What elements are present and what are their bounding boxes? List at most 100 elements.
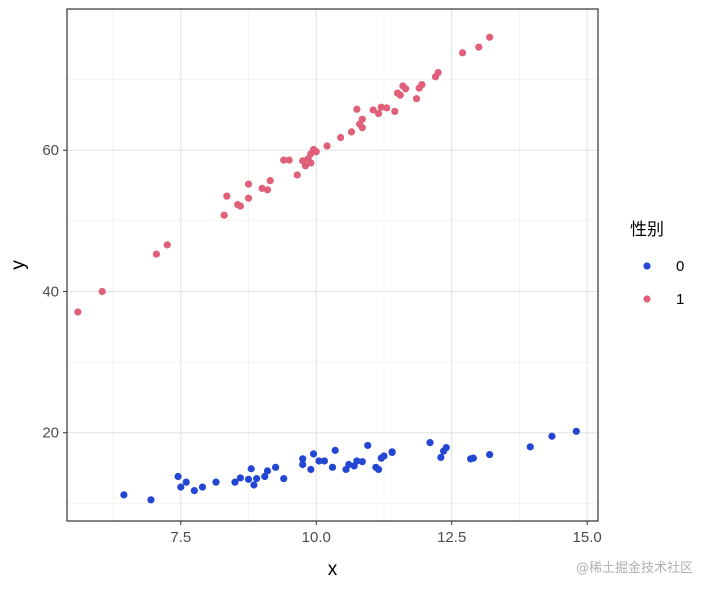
data-points (74, 33, 580, 504)
data-point-group-0 (299, 455, 307, 463)
legend-key-0 (643, 262, 651, 270)
data-point-group-0 (548, 432, 556, 440)
data-point-group-0 (247, 465, 255, 473)
x-axis-title: x (328, 559, 338, 580)
data-point-group-0 (380, 452, 388, 460)
data-point-group-1 (486, 33, 494, 41)
data-point-group-1 (285, 156, 293, 164)
data-point-group-0 (212, 478, 220, 486)
axis-ticks: 7.5 10.0 12.5 15.0 20 40 60 (42, 142, 601, 546)
data-point-group-0 (426, 439, 434, 447)
data-point-group-1 (220, 211, 228, 219)
data-point-group-1 (258, 184, 266, 192)
data-point-group-0 (309, 450, 318, 458)
y-tick-label: 40 (42, 283, 59, 300)
data-point-group-1 (358, 124, 366, 132)
data-point-group-1 (353, 105, 361, 113)
data-point-group-1 (377, 103, 385, 111)
data-point-group-1 (244, 180, 253, 188)
legend-title: 性别 (630, 220, 664, 240)
legend-entries: 01 (643, 258, 684, 308)
data-point-group-0 (177, 483, 185, 491)
data-point-group-0 (442, 443, 450, 452)
data-point-group-0 (307, 465, 315, 474)
data-point-group-0 (320, 457, 328, 465)
data-point-group-1 (347, 128, 356, 136)
data-point-group-0 (190, 487, 198, 495)
data-point-group-1 (312, 148, 320, 156)
legend-label-0: 0 (676, 258, 684, 275)
data-point-group-0 (374, 465, 383, 474)
data-point-group-0 (236, 474, 244, 482)
watermark: @稀土掘金技术社区 (575, 561, 693, 576)
data-point-group-1 (396, 91, 404, 99)
y-tick-label: 20 (42, 425, 59, 442)
data-point-group-1 (369, 106, 377, 114)
data-point-group-0 (345, 460, 353, 469)
data-point-group-0 (280, 475, 288, 483)
x-tick-label: 10.0 (302, 529, 331, 546)
data-point-group-1 (244, 194, 253, 202)
data-point-group-1 (98, 287, 106, 296)
data-point-group-0 (120, 491, 128, 499)
x-tick-label: 7.5 (170, 529, 191, 546)
data-point-group-0 (261, 472, 269, 481)
data-point-group-0 (174, 472, 182, 481)
data-point-group-1 (74, 308, 82, 316)
data-point-group-0 (147, 496, 155, 504)
data-point-group-1 (280, 156, 288, 164)
data-point-group-0 (364, 441, 372, 450)
data-point-group-1 (236, 202, 244, 210)
data-point-group-1 (307, 159, 315, 167)
data-point-group-0 (572, 427, 580, 435)
legend: 性别 01 (630, 220, 684, 308)
data-point-group-1 (374, 109, 383, 118)
data-point-group-1 (337, 133, 345, 142)
data-point-group-0 (299, 460, 307, 469)
data-point-group-1 (434, 68, 442, 77)
data-point-group-1 (293, 171, 301, 179)
data-point-group-0 (353, 457, 361, 465)
data-point-group-1 (152, 250, 161, 258)
data-point-group-1 (223, 192, 231, 200)
y-tick-label: 60 (42, 142, 59, 159)
x-tick-label: 15.0 (573, 529, 602, 546)
data-point-group-1 (383, 104, 391, 112)
data-point-group-1 (263, 186, 272, 194)
data-point-group-1 (163, 241, 171, 249)
data-point-group-1 (458, 49, 467, 57)
data-point-group-1 (301, 162, 310, 170)
data-point-group-0 (250, 481, 258, 489)
legend-key-1 (643, 295, 651, 303)
data-point-group-0 (272, 463, 280, 471)
data-point-group-0 (358, 458, 366, 466)
grid-lines (67, 9, 598, 521)
legend-label-1: 1 (676, 291, 684, 308)
data-point-group-0 (263, 467, 272, 475)
data-point-group-0 (328, 463, 337, 471)
data-point-group-0 (253, 475, 261, 483)
data-point-group-0 (231, 478, 239, 486)
data-point-group-0 (331, 446, 339, 454)
data-point-group-1 (412, 95, 421, 103)
data-point-group-0 (388, 448, 396, 456)
data-point-group-1 (475, 43, 483, 51)
data-point-group-1 (323, 142, 331, 150)
data-point-group-0 (182, 478, 190, 486)
data-point-group-1 (266, 177, 274, 185)
data-point-group-0 (244, 475, 253, 483)
data-point-group-1 (358, 115, 366, 123)
data-point-group-0 (437, 453, 445, 462)
data-point-group-1 (418, 80, 426, 89)
data-point-group-0 (198, 483, 207, 491)
data-point-group-0 (486, 451, 494, 459)
x-tick-label: 12.5 (437, 529, 466, 546)
y-axis-title: y (8, 260, 29, 270)
plot-panel-border (66, 8, 599, 522)
data-point-group-1 (402, 85, 410, 93)
data-point-group-0 (315, 457, 323, 465)
data-point-group-0 (469, 454, 477, 462)
data-point-group-1 (391, 107, 399, 115)
